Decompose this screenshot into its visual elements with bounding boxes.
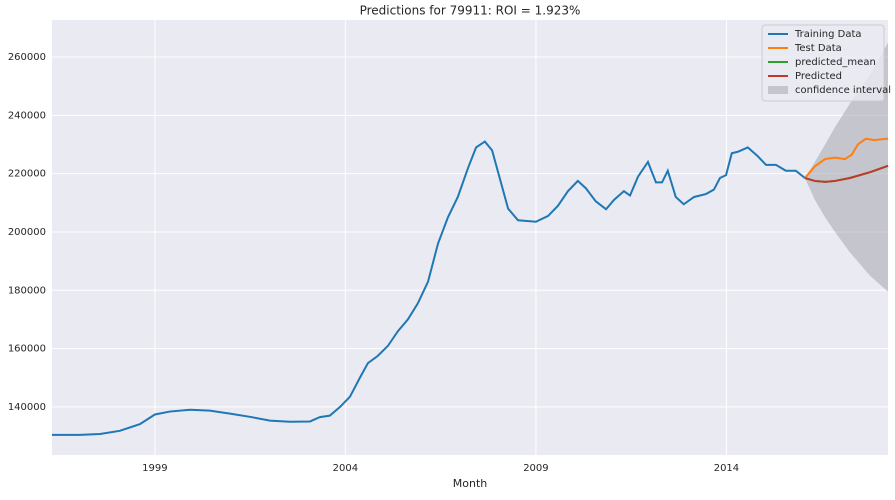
legend-label: predicted_mean	[795, 57, 876, 68]
chart-title: Predictions for 79911: ROI = 1.923%	[360, 4, 581, 18]
y-tick-label: 260000	[8, 52, 46, 63]
legend-box	[761, 24, 885, 102]
series-line	[804, 164, 889, 183]
series-line	[52, 140, 806, 436]
series-line	[804, 137, 889, 179]
y-tick-label: 140000	[8, 402, 46, 413]
confidence-band	[804, 42, 888, 292]
legend-label: Training Data	[794, 29, 862, 40]
x-axis-label: Month	[453, 477, 488, 490]
legend-label: Test Data	[794, 43, 842, 54]
x-tick-label: 2014	[714, 463, 739, 474]
legend-label: confidence interval	[795, 85, 891, 96]
y-tick-label: 160000	[8, 344, 46, 355]
y-tick-label: 220000	[8, 169, 46, 180]
legend-label: Predicted	[795, 71, 842, 82]
legend-swatch	[768, 86, 788, 94]
y-tick-label: 240000	[8, 110, 46, 121]
x-tick-label: 1999	[142, 463, 167, 474]
x-tick-label: 2009	[523, 463, 548, 474]
plot-area	[52, 20, 888, 455]
y-tick-label: 180000	[8, 285, 46, 296]
y-tick-label: 200000	[8, 227, 46, 238]
x-tick-label: 2004	[333, 463, 358, 474]
